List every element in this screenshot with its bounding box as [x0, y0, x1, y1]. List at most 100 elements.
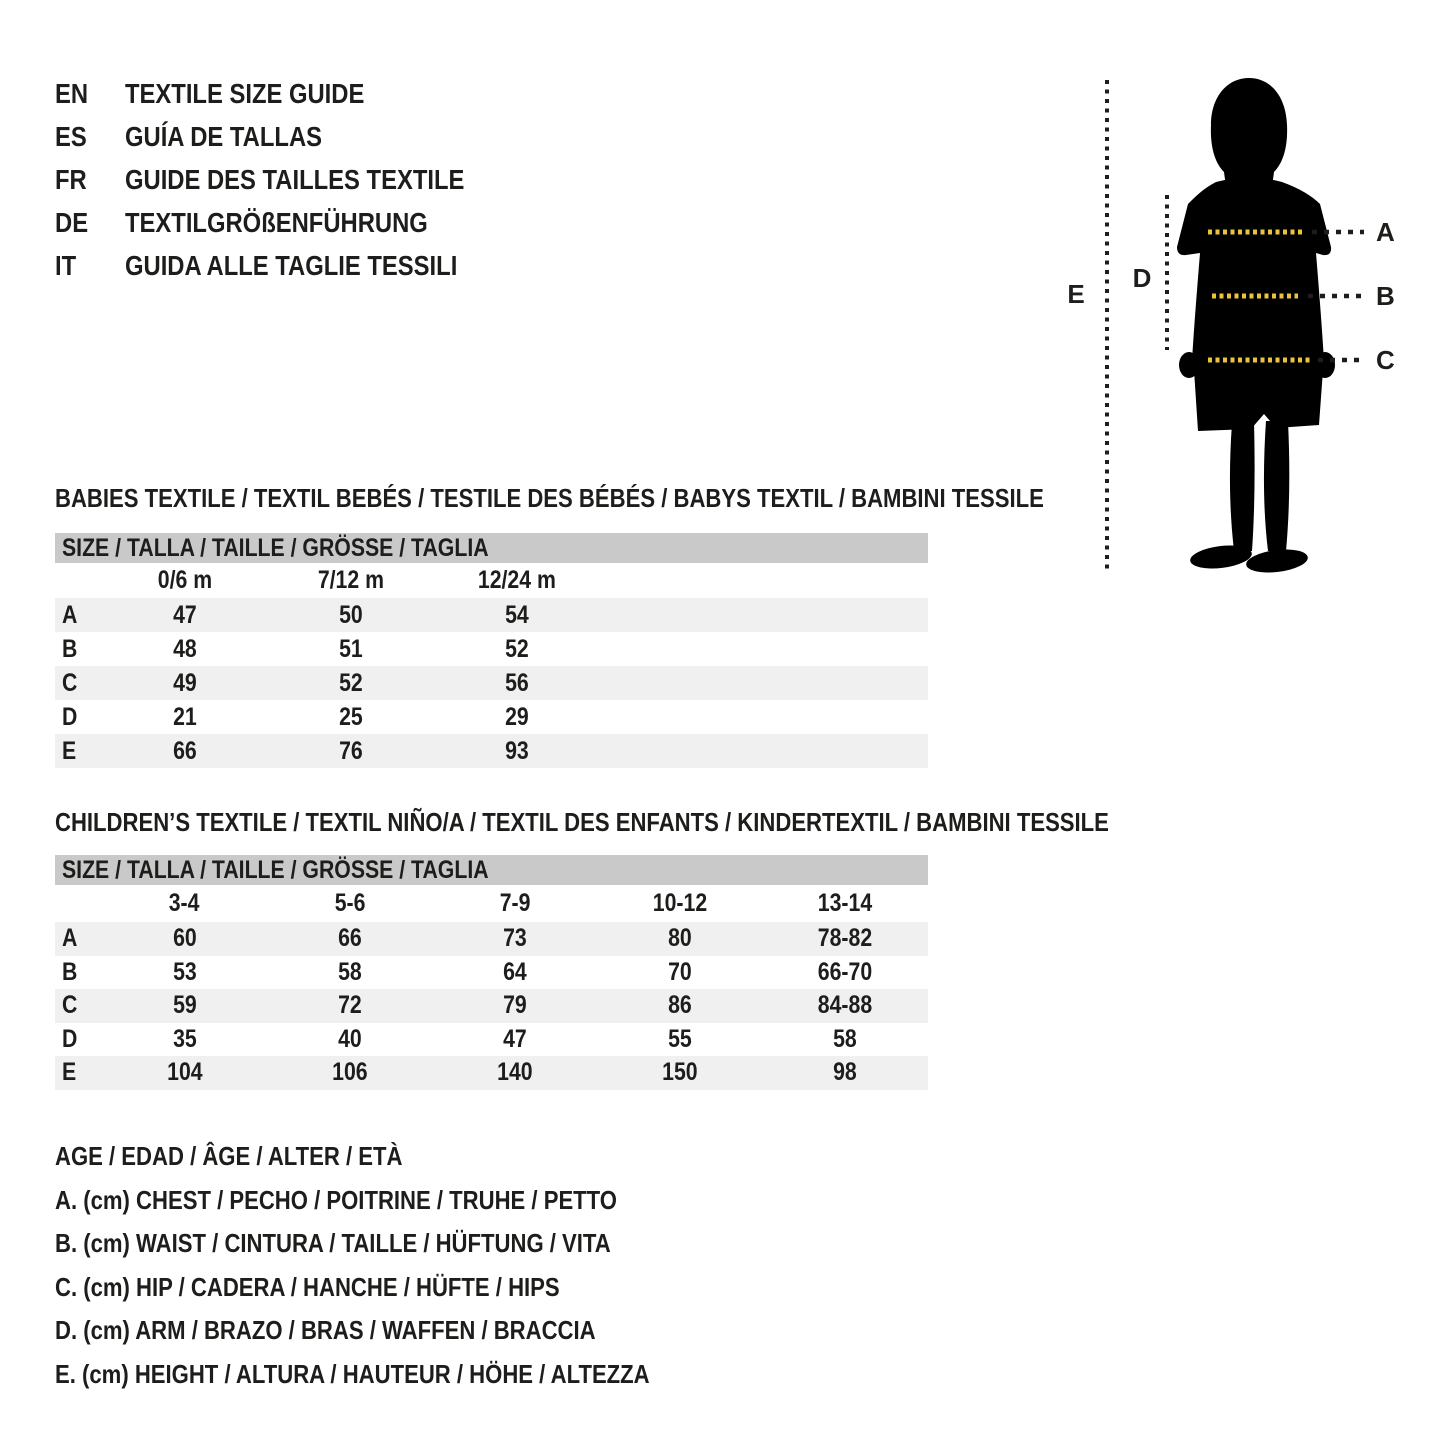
column-header: 7-9: [499, 889, 531, 917]
silhouette-shorts: [1194, 370, 1323, 431]
language-code: IT: [55, 250, 77, 281]
row-label: [55, 885, 102, 922]
cell-value: 21: [173, 703, 197, 731]
table-row: D 21 25 29: [55, 700, 928, 734]
language-code: ES: [55, 121, 87, 152]
cell-value: 140: [497, 1058, 533, 1086]
cell-value: 104: [166, 1058, 203, 1086]
row-label: E: [62, 737, 77, 765]
chest-label: A: [1376, 217, 1395, 247]
language-row: FR GUIDE DES TAILLES TEXTILE: [55, 158, 755, 201]
cell-value: 150: [662, 1058, 698, 1086]
language-title: GUIDA ALLE TAGLIE TESSILI: [125, 250, 458, 281]
cell-value: 54: [505, 601, 529, 629]
column-header: 5-6: [334, 889, 366, 917]
language-code: EN: [55, 78, 89, 109]
silhouette-leg-right: [1263, 421, 1290, 551]
cell-value: 48: [173, 635, 197, 663]
column-header: 0/6 m: [157, 566, 213, 594]
language-row: EN TEXTILE SIZE GUIDE: [55, 72, 755, 115]
children-section-title: CHILDREN’S TEXTILE / TEXTIL NIÑO/A / TEX…: [55, 807, 1109, 837]
legend-line: D. (cm) ARM / BRAZO / BRAS / WAFFEN / BR…: [55, 1315, 596, 1345]
cell-value: 51: [339, 635, 363, 663]
cell-value: 52: [339, 669, 363, 697]
language-code: FR: [55, 164, 87, 195]
cell-value: 58: [337, 957, 362, 986]
cell-value: 40: [337, 1024, 362, 1053]
cell-value: 55: [668, 1024, 692, 1053]
column-header: 10-12: [652, 889, 708, 917]
cell-value: 86: [668, 991, 692, 1019]
cell-value: 66-70: [818, 957, 873, 986]
language-title: TEXTILGRÖßENFÜHRUNG: [125, 207, 428, 238]
cell-value: 73: [503, 924, 527, 952]
row-label: E: [62, 1058, 77, 1086]
row-label: C: [62, 669, 78, 697]
language-row: DE TEXTILGRÖßENFÜHRUNG: [55, 201, 755, 244]
waist-label: B: [1376, 281, 1395, 311]
legend-line: AGE / EDAD / ÂGE / ALTER / ETÀ: [55, 1141, 403, 1171]
size-table-header-bar: SIZE / TALLA / TAILLE / GRÖSSE / TAGLIA: [55, 533, 928, 563]
silhouette-shoe-right: [1246, 549, 1308, 573]
cell-value: 29: [505, 703, 529, 731]
column-header: 12/24 m: [478, 566, 556, 594]
column-header: 7/12 m: [317, 566, 385, 594]
height-label: E: [1067, 279, 1084, 309]
cell-value: 49: [173, 669, 197, 697]
table-row: B 48 51 52: [55, 632, 928, 666]
silhouette-hand-left: [1179, 352, 1199, 378]
cell-value: 93: [505, 737, 529, 765]
cell-value: 84-88: [818, 991, 873, 1019]
babies-size-table: SIZE / TALLA / TAILLE / GRÖSSE / TAGLIA …: [55, 533, 928, 768]
column-header: 13-14: [818, 889, 873, 917]
row-label: D: [62, 703, 78, 731]
row-label: [55, 563, 102, 598]
row-label: B: [62, 957, 78, 986]
table-row: A 47 50 54: [55, 598, 928, 632]
measurement-legend: AGE / EDAD / ÂGE / ALTER / ETÀ A. (cm) C…: [55, 1135, 755, 1396]
language-row: ES GUÍA DE TALLAS: [55, 115, 755, 158]
table-row: D 35 40 47 55 58: [55, 1023, 928, 1057]
silhouette-torso: [1177, 177, 1332, 373]
table-row: C 49 52 56: [55, 666, 928, 700]
arm-label: D: [1133, 263, 1152, 293]
cell-value: 72: [337, 991, 362, 1019]
language-title: TEXTILE SIZE GUIDE: [125, 78, 365, 109]
children-size-table: SIZE / TALLA / TAILLE / GRÖSSE / TAGLIA …: [55, 855, 928, 1090]
cell-value: 80: [668, 924, 692, 952]
row-label: C: [62, 991, 78, 1019]
cell-value: 78-82: [818, 924, 873, 952]
silhouette-leg-left: [1229, 421, 1255, 551]
cell-value: 70: [668, 957, 692, 986]
table-row: E 66 76 93: [55, 734, 928, 768]
row-label: A: [62, 924, 78, 952]
cell-value: 58: [833, 1024, 858, 1053]
legend-line: A. (cm) CHEST / PECHO / POITRINE / TRUHE…: [55, 1184, 617, 1215]
language-row: IT GUIDA ALLE TAGLIE TESSILI: [55, 244, 755, 287]
language-code: DE: [55, 207, 89, 238]
measurement-figure: E D: [1040, 55, 1445, 585]
legend-line: C. (cm) HIP / CADERA / HANCHE / HÜFTE / …: [55, 1271, 560, 1302]
cell-value: 64: [503, 957, 527, 986]
row-label: D: [62, 1024, 78, 1053]
cell-value: 50: [339, 601, 363, 629]
silhouette-head: [1210, 78, 1288, 187]
legend-line: E. (cm) HEIGHT / ALTURA / HAUTEUR / HÖHE…: [55, 1358, 650, 1389]
cell-value: 52: [505, 635, 529, 663]
cell-value: 35: [172, 1024, 197, 1053]
cell-value: 66: [173, 737, 197, 765]
row-label: A: [62, 601, 78, 629]
language-title: GUÍA DE TALLAS: [125, 121, 323, 152]
table-row: C 59 72 79 86 84-88: [55, 989, 928, 1023]
language-header: EN TEXTILE SIZE GUIDE ES GUÍA DE TALLAS …: [55, 72, 755, 287]
cell-value: 47: [503, 1024, 527, 1053]
cell-value: 53: [172, 957, 197, 986]
cell-value: 59: [172, 991, 197, 1019]
cell-value: 56: [505, 669, 529, 697]
table-row: E 104 106 140 150 98: [55, 1056, 928, 1090]
cell-value: 47: [173, 601, 197, 629]
hip-label: C: [1376, 345, 1395, 375]
cell-value: 76: [339, 737, 363, 765]
cell-value: 106: [331, 1058, 368, 1086]
